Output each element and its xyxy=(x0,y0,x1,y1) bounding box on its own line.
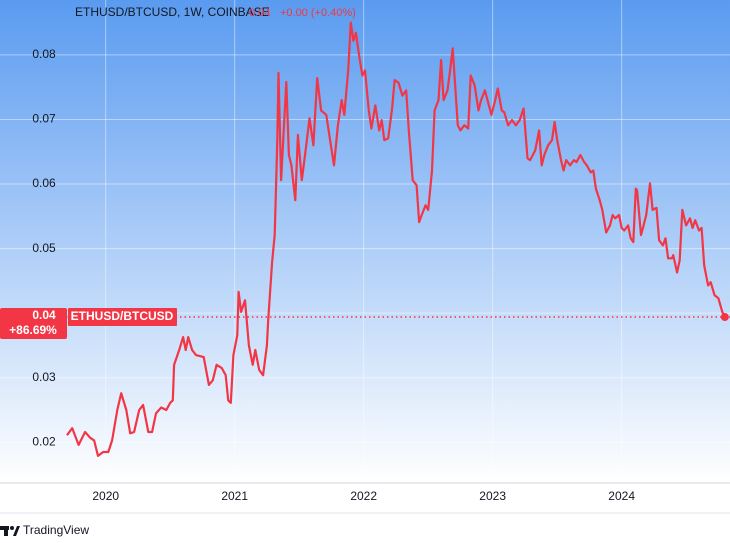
last-price: 0.04 xyxy=(249,7,270,19)
y-tick-label: 0.06 xyxy=(32,176,56,190)
price-line xyxy=(66,21,726,457)
y-tick-label: 0.05 xyxy=(32,241,56,255)
series-label: ETHUSD/BTCUSD xyxy=(71,309,174,323)
x-tick-label: 2022 xyxy=(350,489,377,503)
price-badge-change: +86.69% xyxy=(9,323,57,337)
brand-logo xyxy=(0,526,20,536)
last-point xyxy=(720,313,729,322)
x-tick-label: 2024 xyxy=(608,489,635,503)
y-tick-label: 0.03 xyxy=(32,370,56,384)
price-badge-value: 0.04 xyxy=(32,308,56,322)
y-tick-label: 0.02 xyxy=(32,434,56,448)
chart-title: ETHUSD/BTCUSD, 1W, COINBASE xyxy=(75,5,270,19)
brand-name: TradingView xyxy=(23,523,89,537)
x-tick-label: 2023 xyxy=(479,489,506,503)
price-badge xyxy=(0,308,67,340)
price-change: +0.00 (+0.40%) xyxy=(280,7,356,19)
y-tick-label: 0.07 xyxy=(32,112,56,126)
x-tick-label: 2020 xyxy=(92,489,119,503)
series-label-box xyxy=(68,308,177,327)
y-tick-label: 0.08 xyxy=(32,47,56,61)
x-tick-label: 2021 xyxy=(221,489,248,503)
